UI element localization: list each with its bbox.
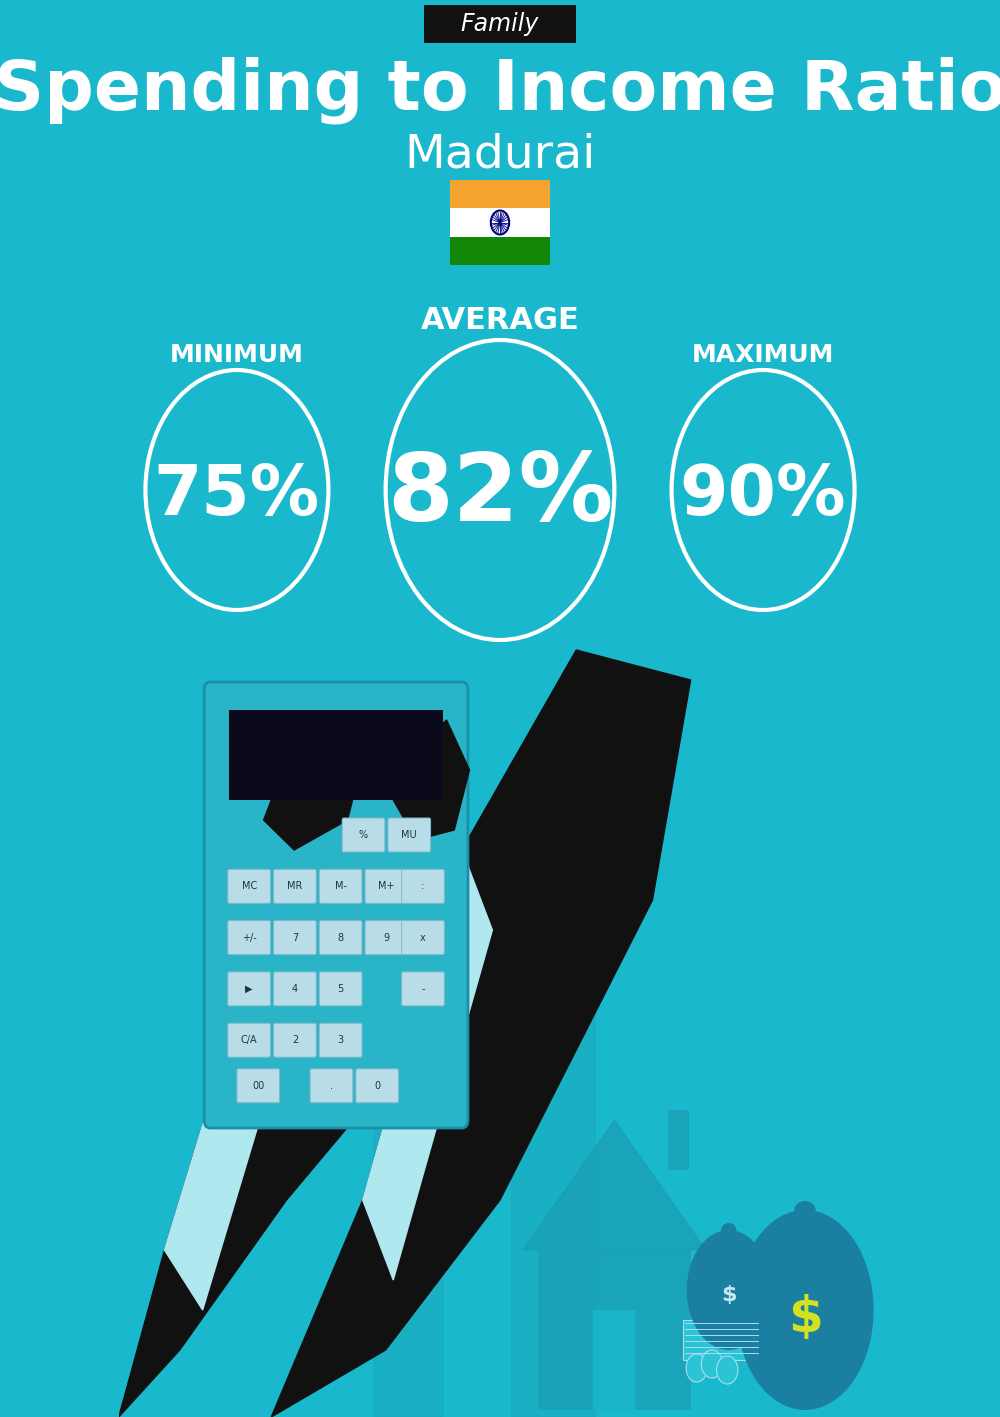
Text: MINIMUM: MINIMUM bbox=[170, 343, 304, 367]
Circle shape bbox=[717, 1356, 738, 1384]
Bar bbox=[229, 710, 443, 801]
Text: ▶: ▶ bbox=[245, 983, 253, 993]
Text: 75%: 75% bbox=[154, 462, 320, 529]
Polygon shape bbox=[348, 867, 470, 1417]
FancyBboxPatch shape bbox=[402, 921, 444, 955]
Polygon shape bbox=[363, 850, 492, 1280]
FancyBboxPatch shape bbox=[342, 818, 385, 852]
FancyBboxPatch shape bbox=[274, 1023, 316, 1057]
FancyBboxPatch shape bbox=[388, 818, 431, 852]
Ellipse shape bbox=[687, 1230, 771, 1350]
Polygon shape bbox=[164, 900, 302, 1309]
Text: MR: MR bbox=[287, 881, 303, 891]
Text: 8: 8 bbox=[338, 932, 344, 942]
Text: 3: 3 bbox=[338, 1036, 344, 1046]
Text: $: $ bbox=[721, 1285, 736, 1305]
Text: Family: Family bbox=[461, 11, 539, 35]
Text: .: . bbox=[330, 1081, 333, 1091]
Polygon shape bbox=[481, 717, 626, 1417]
Ellipse shape bbox=[794, 1202, 816, 1219]
FancyBboxPatch shape bbox=[274, 869, 316, 903]
Text: AVERAGE: AVERAGE bbox=[421, 306, 579, 334]
Bar bbox=[450, 180, 550, 208]
Text: %: % bbox=[359, 830, 368, 840]
Circle shape bbox=[686, 1355, 707, 1382]
Text: C/A: C/A bbox=[241, 1036, 257, 1046]
FancyBboxPatch shape bbox=[365, 921, 408, 955]
Text: 90%: 90% bbox=[680, 462, 846, 529]
Polygon shape bbox=[119, 750, 439, 1417]
FancyBboxPatch shape bbox=[319, 869, 362, 903]
Ellipse shape bbox=[721, 1223, 736, 1237]
Text: 00: 00 bbox=[252, 1081, 264, 1091]
FancyBboxPatch shape bbox=[402, 972, 444, 1006]
Text: 9: 9 bbox=[383, 932, 389, 942]
FancyBboxPatch shape bbox=[310, 1068, 353, 1102]
FancyBboxPatch shape bbox=[228, 869, 270, 903]
Text: 4: 4 bbox=[292, 983, 298, 993]
FancyBboxPatch shape bbox=[319, 921, 362, 955]
Text: Madurai: Madurai bbox=[404, 133, 596, 177]
Text: MC: MC bbox=[242, 881, 257, 891]
Text: M+: M+ bbox=[378, 881, 395, 891]
Polygon shape bbox=[264, 730, 363, 850]
Text: -: - bbox=[421, 983, 425, 993]
Text: +/-: +/- bbox=[242, 932, 257, 942]
Text: MU: MU bbox=[401, 830, 417, 840]
FancyBboxPatch shape bbox=[274, 921, 316, 955]
Text: 7: 7 bbox=[292, 932, 298, 942]
FancyBboxPatch shape bbox=[319, 972, 362, 1006]
Text: :: : bbox=[421, 881, 425, 891]
FancyBboxPatch shape bbox=[365, 869, 408, 903]
FancyBboxPatch shape bbox=[228, 1023, 270, 1057]
Text: MAXIMUM: MAXIMUM bbox=[692, 343, 834, 367]
Circle shape bbox=[701, 1350, 723, 1377]
Bar bbox=[450, 208, 550, 237]
Polygon shape bbox=[523, 1119, 706, 1250]
Text: M-: M- bbox=[335, 881, 347, 891]
Bar bbox=[683, 1321, 759, 1360]
Text: x: x bbox=[420, 932, 426, 942]
Text: Spending to Income Ratio: Spending to Income Ratio bbox=[0, 57, 1000, 123]
FancyBboxPatch shape bbox=[228, 921, 270, 955]
FancyBboxPatch shape bbox=[274, 972, 316, 1006]
FancyBboxPatch shape bbox=[204, 682, 468, 1128]
Bar bbox=[450, 237, 550, 265]
Bar bbox=[424, 6, 576, 43]
Polygon shape bbox=[393, 720, 470, 840]
Text: 2: 2 bbox=[292, 1036, 298, 1046]
FancyBboxPatch shape bbox=[228, 972, 270, 1006]
FancyBboxPatch shape bbox=[356, 1068, 399, 1102]
Text: $: $ bbox=[788, 1294, 822, 1342]
Polygon shape bbox=[271, 650, 691, 1417]
Bar bbox=[538, 1250, 691, 1410]
Bar bbox=[593, 1309, 635, 1410]
Ellipse shape bbox=[736, 1210, 874, 1410]
Bar bbox=[668, 1110, 689, 1170]
Text: 0: 0 bbox=[374, 1081, 380, 1091]
Text: 5: 5 bbox=[338, 983, 344, 993]
FancyBboxPatch shape bbox=[319, 1023, 362, 1057]
Text: 82%: 82% bbox=[387, 449, 613, 541]
FancyBboxPatch shape bbox=[402, 869, 444, 903]
FancyBboxPatch shape bbox=[237, 1068, 280, 1102]
